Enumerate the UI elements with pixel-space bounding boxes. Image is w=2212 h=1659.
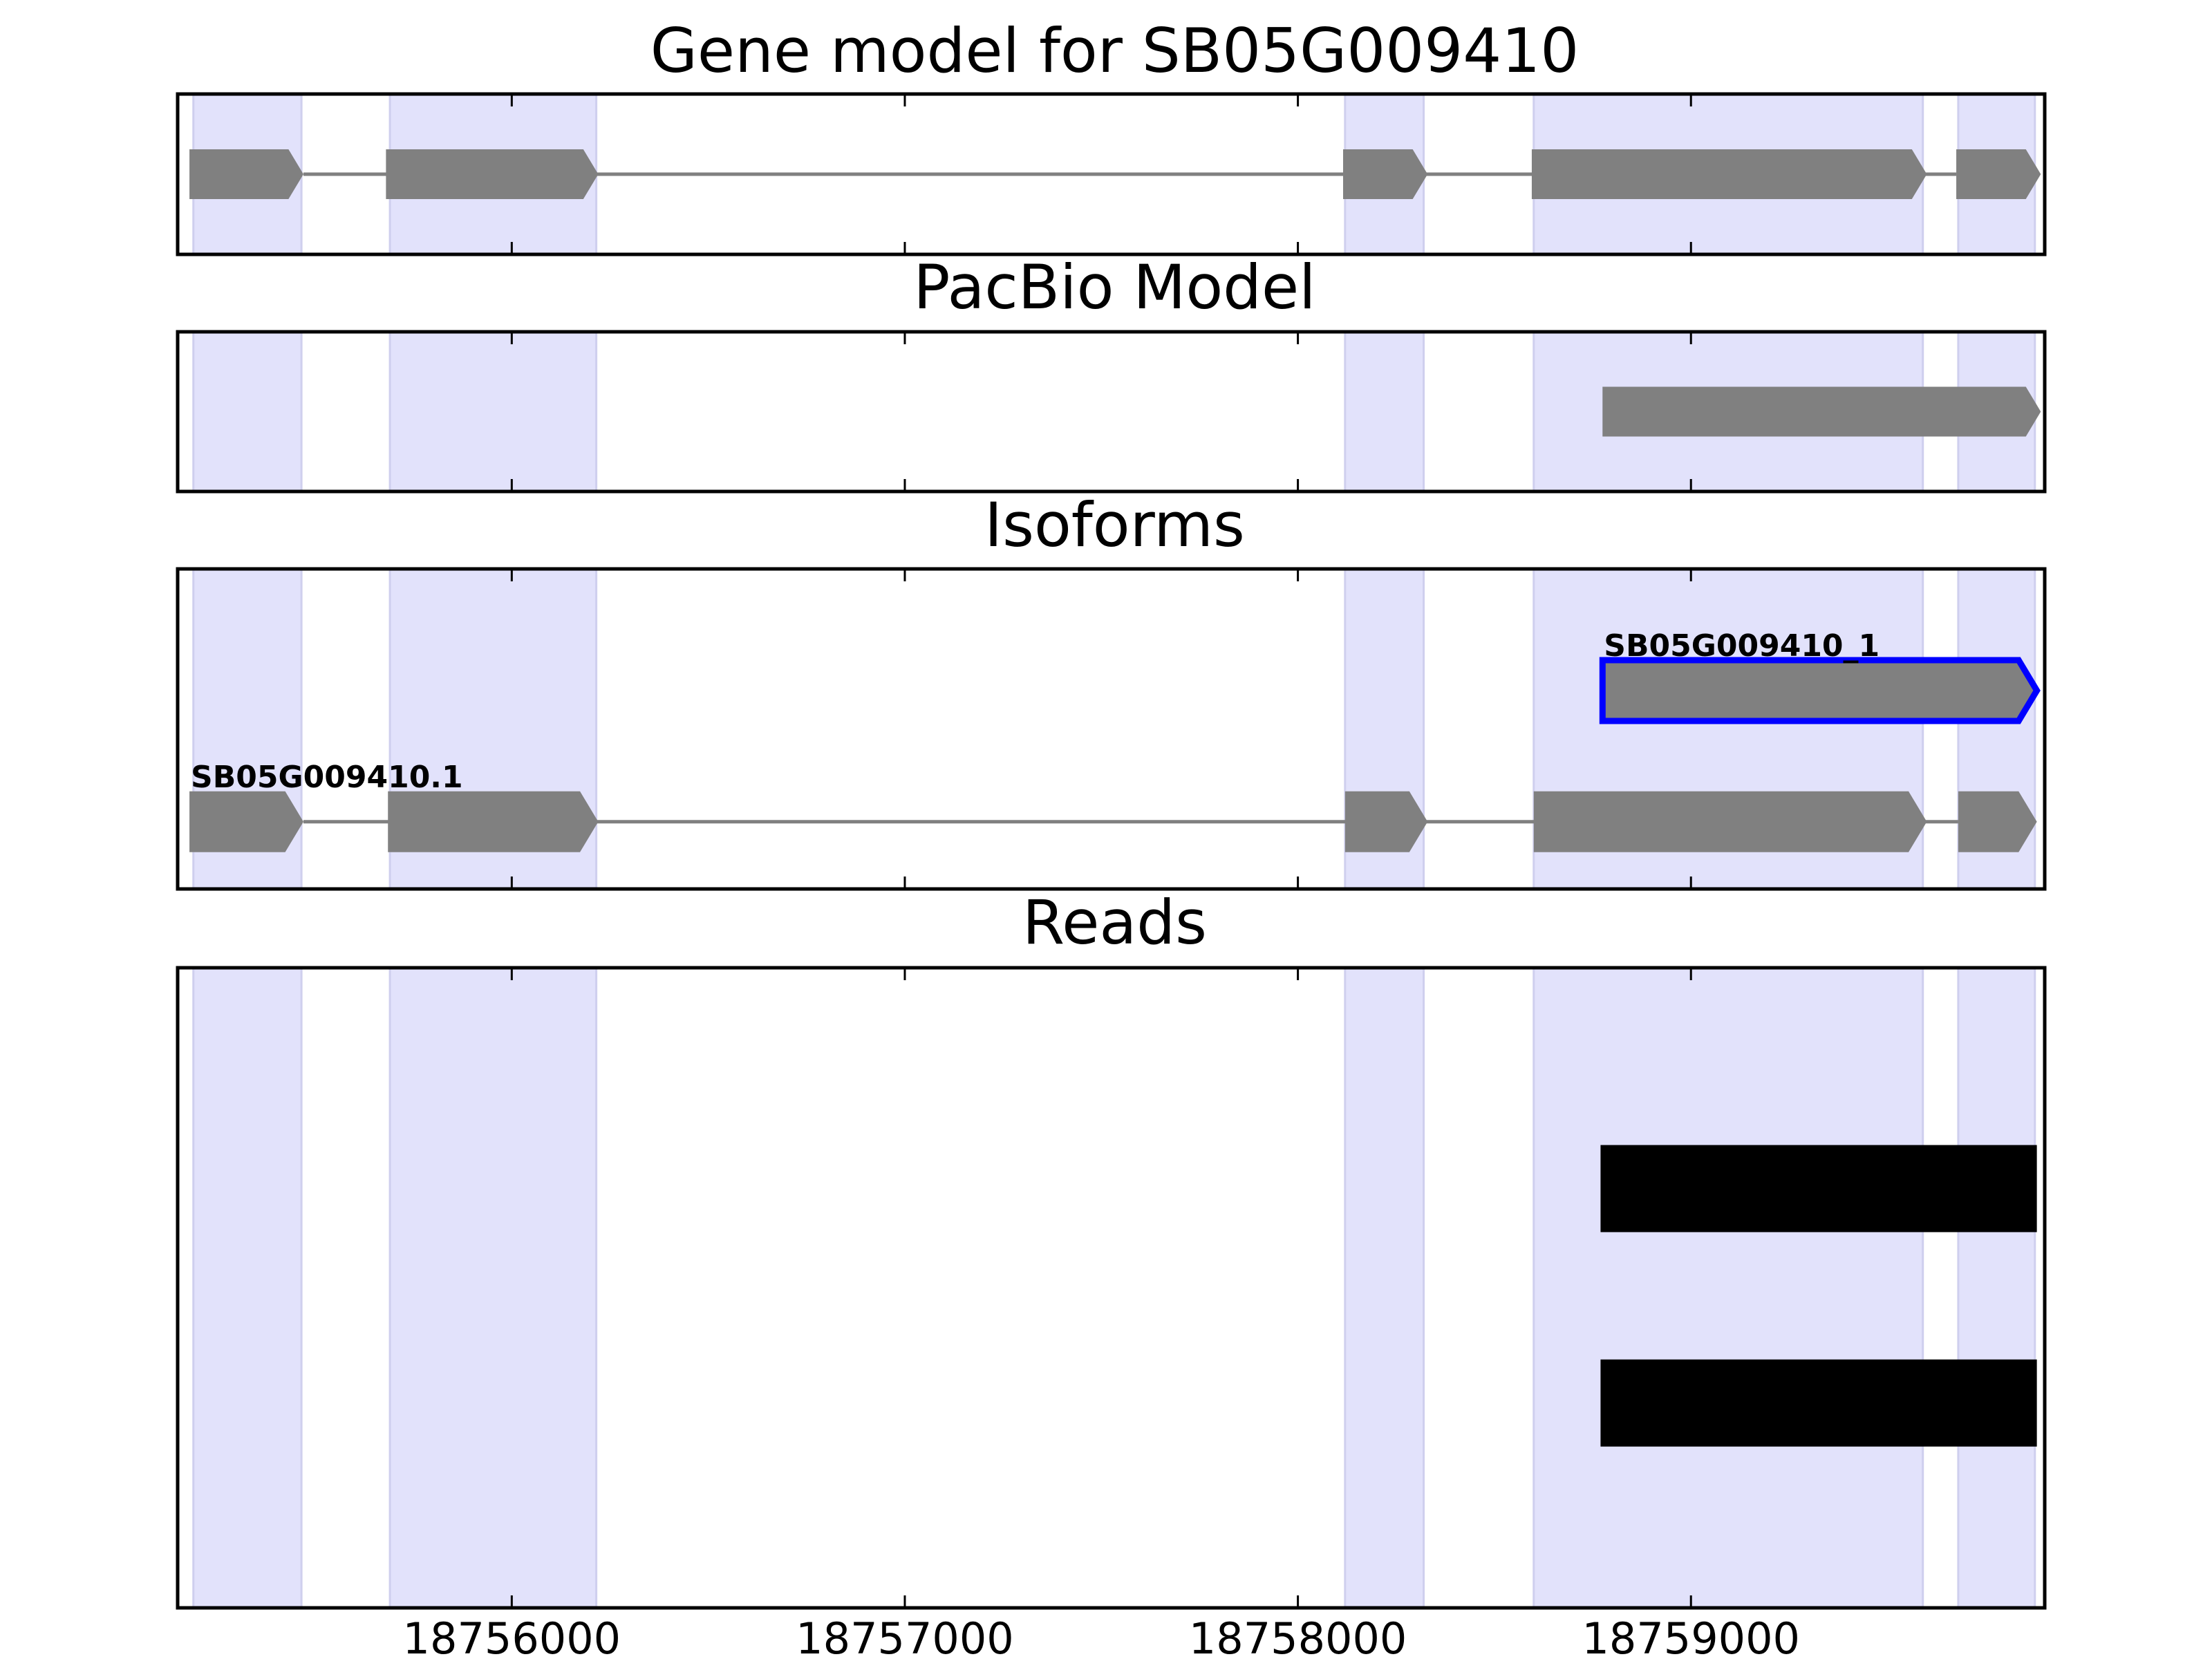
exon-arrow (1533, 791, 1927, 852)
axes-frame (176, 567, 2047, 891)
axes-frame (176, 92, 2047, 256)
isoform-label: SB05G009410_1 (1604, 628, 1880, 664)
axes-frame (176, 966, 2047, 1610)
exon-shading-band (1344, 966, 1425, 1609)
x-tick-label: 18758000 (1189, 1613, 1407, 1659)
exon-shading-band (192, 966, 303, 1609)
exon-shading-band (1957, 966, 2036, 1609)
exon-shading-band (1533, 966, 1924, 1609)
panel-reads: Reads (176, 887, 2047, 1610)
exon-arrow (189, 149, 303, 199)
exon-arrow (1531, 149, 1927, 199)
x-tick-label: 18759000 (1582, 1613, 1800, 1659)
panel-pacbio-model: PacBio Model (176, 252, 2047, 494)
exon-arrow (189, 791, 303, 852)
exon-arrow (1958, 791, 2037, 852)
exon-arrow (386, 149, 599, 199)
exon-arrow (1344, 791, 1428, 852)
axes-frame (176, 330, 2047, 494)
exon-shading-band (192, 330, 303, 493)
panels: Gene model for SB05G009410 PacBio Model SB… (176, 15, 2047, 1659)
exon-shading-band (1344, 330, 1425, 493)
exon-arrow (1342, 149, 1428, 199)
read-bar (1600, 1145, 2037, 1232)
panel-title: Reads (1022, 887, 1207, 958)
read-bar (1600, 1359, 2037, 1447)
exon-shading-band (388, 330, 598, 493)
exon-arrow (1602, 386, 2041, 437)
exon-arrow (1956, 149, 2041, 199)
exon-shading-band (388, 966, 598, 1609)
panel-title: Gene model for SB05G009410 (650, 15, 1580, 86)
panel-isoforms: SB05G009410_1 SB05G009410.1 Isoforms (176, 489, 2047, 891)
x-tick-label: 18757000 (796, 1613, 1014, 1659)
exon-arrow (388, 791, 599, 852)
isoform-label: SB05G009410.1 (191, 760, 463, 795)
exon-arrow (1599, 657, 2041, 724)
panel-gene-model-for-sb05g009410: Gene model for SB05G009410 (176, 15, 2047, 256)
panel-title: PacBio Model (913, 252, 1315, 323)
x-tick-label: 18756000 (403, 1613, 621, 1659)
panel-title: Isoforms (984, 489, 1245, 561)
